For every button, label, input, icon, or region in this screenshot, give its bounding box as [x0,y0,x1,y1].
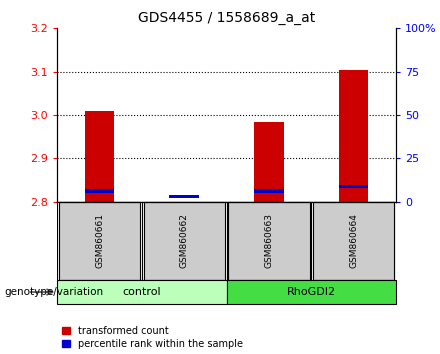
Text: RhoGDI2: RhoGDI2 [287,287,336,297]
Bar [85,189,114,193]
Bar [227,280,396,304]
Bar [143,202,225,280]
Text: control: control [123,287,161,297]
Text: genotype/variation: genotype/variation [4,287,103,297]
Bar [339,69,368,202]
Text: GSM860663: GSM860663 [264,213,273,268]
Text: GSM860662: GSM860662 [180,213,189,268]
Text: GSM860664: GSM860664 [349,213,358,268]
Bar [254,121,284,202]
Bar [313,202,394,280]
Legend: transformed count, percentile rank within the sample: transformed count, percentile rank withi… [62,326,242,349]
Text: GSM860661: GSM860661 [95,213,104,268]
Bar [254,189,284,193]
Bar [169,195,199,198]
Title: GDS4455 / 1558689_a_at: GDS4455 / 1558689_a_at [138,11,315,24]
Bar [57,280,227,304]
Bar [339,185,368,188]
Bar [228,202,310,280]
Bar [59,202,140,280]
Bar [85,111,114,202]
